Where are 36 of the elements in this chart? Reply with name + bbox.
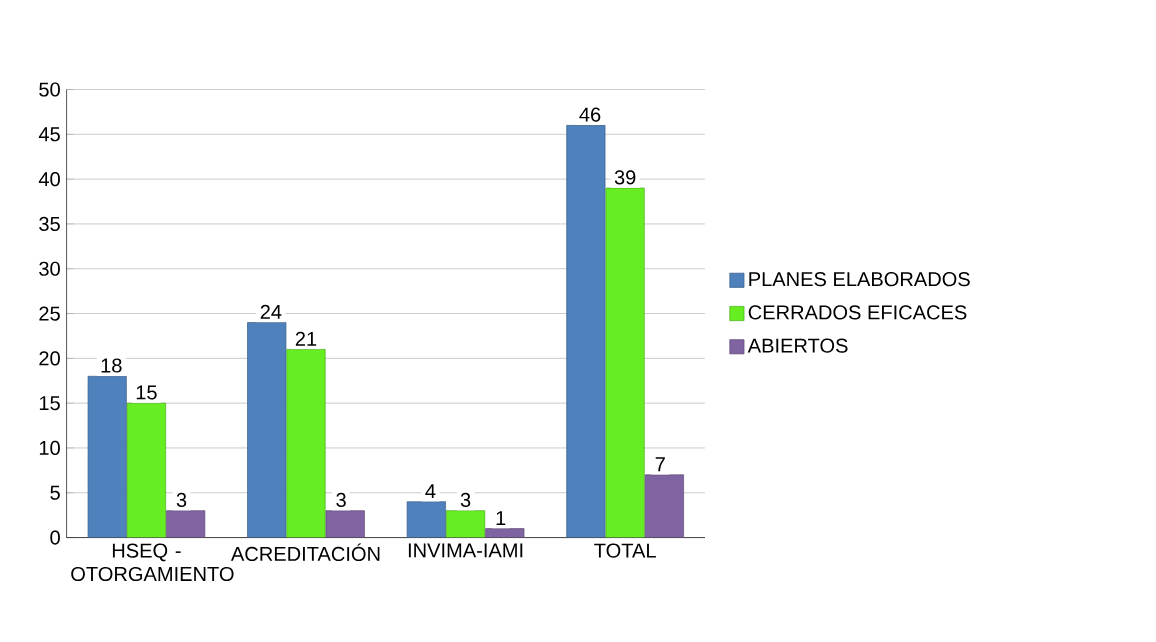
data-label: 39 xyxy=(614,170,636,185)
y-tick-label: 30 xyxy=(39,261,60,276)
y-tick-label: 40 xyxy=(38,171,60,187)
bar xyxy=(126,402,166,538)
bar xyxy=(644,474,684,538)
y-tick-label: 0 xyxy=(50,530,60,545)
data-label: 15 xyxy=(136,385,157,400)
bar xyxy=(325,510,365,538)
y-tick-label: 50 xyxy=(39,82,60,97)
bar xyxy=(166,510,206,538)
y-tick-label: 35 xyxy=(39,216,60,231)
data-label: 3 xyxy=(176,492,187,507)
data-label: 3 xyxy=(460,492,471,507)
bar xyxy=(286,348,326,538)
y-tick-label: 5 xyxy=(50,485,60,500)
bar xyxy=(566,124,606,538)
legend-label: PLANES ELABORADOS xyxy=(749,271,970,287)
legend-label: ABIERTOS xyxy=(747,338,848,353)
data-label: 3 xyxy=(336,492,346,507)
data-label: 4 xyxy=(425,484,436,498)
data-label: 1 xyxy=(496,511,506,525)
bar xyxy=(445,510,486,538)
legend-label: CERRADOS EFICACES xyxy=(748,305,967,320)
data-label: 18 xyxy=(101,358,122,373)
data-label: 7 xyxy=(655,457,665,472)
data-label: 46 xyxy=(579,107,601,122)
y-tick-label: 15 xyxy=(39,396,60,411)
bar xyxy=(406,501,446,538)
y-tick-label: 10 xyxy=(39,440,60,455)
data-label: 24 xyxy=(260,304,282,319)
data-label: 21 xyxy=(295,331,317,346)
x-tick-label: INVIMA-IAMI xyxy=(408,543,523,558)
y-tick-label: 20 xyxy=(39,351,60,366)
y-tick-label: 45 xyxy=(38,127,60,142)
y-tick-label: 25 xyxy=(39,306,60,321)
x-tick-label: TOTAL xyxy=(594,543,656,558)
